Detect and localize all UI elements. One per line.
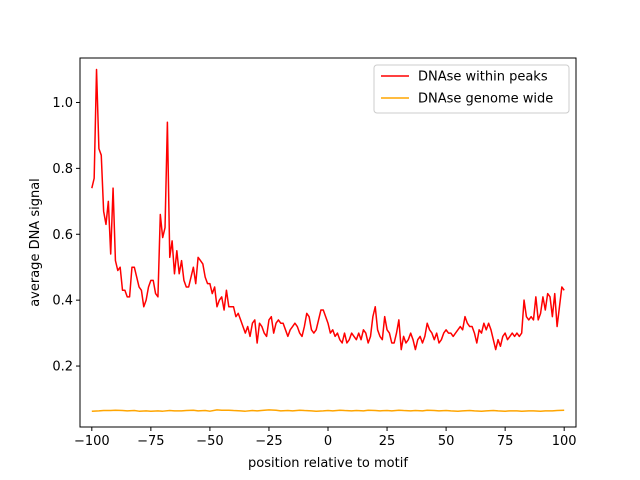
- series-layer: [91, 68, 565, 412]
- y-axis-label: average DNA signal: [28, 178, 43, 307]
- x-tick-label: −75: [137, 434, 164, 449]
- legend-label-dnase-within-peaks: DNAse within peaks: [418, 70, 548, 85]
- legend-label-dnase-genome-wide: DNAse genome wide: [418, 92, 553, 107]
- y-tick-label: 0.2: [52, 360, 73, 375]
- legend-box: [373, 64, 570, 114]
- x-tick-label: 0: [324, 434, 332, 449]
- y-axis: 0.2 0.4 0.6 0.8 1.0: [52, 96, 80, 375]
- series-line-dnase-genome-wide: [91, 409, 565, 412]
- y-tick-label: 1.0: [52, 96, 73, 111]
- x-tick-label: −50: [196, 434, 223, 449]
- y-tick-label: 0.4: [52, 294, 73, 309]
- x-tick-label: 50: [438, 434, 455, 449]
- series-line-dnase-within-peaks: [91, 68, 565, 351]
- x-tick-label: 25: [379, 434, 396, 449]
- x-tick-label: 75: [497, 434, 514, 449]
- x-tick-label: −25: [255, 434, 282, 449]
- legend: DNAse within peaks DNAse genome wide: [373, 64, 570, 114]
- y-tick-label: 0.8: [52, 162, 73, 177]
- x-axis-label: position relative to motif: [248, 456, 408, 471]
- y-tick-label: 0.6: [52, 228, 73, 243]
- x-axis: −100 −75 −50 −25 0 25 50 75 100: [74, 427, 577, 449]
- x-tick-label: 100: [552, 434, 577, 449]
- axes-background: [80, 58, 576, 427]
- x-tick-label: −100: [74, 434, 110, 449]
- plot-area: [79, 57, 577, 428]
